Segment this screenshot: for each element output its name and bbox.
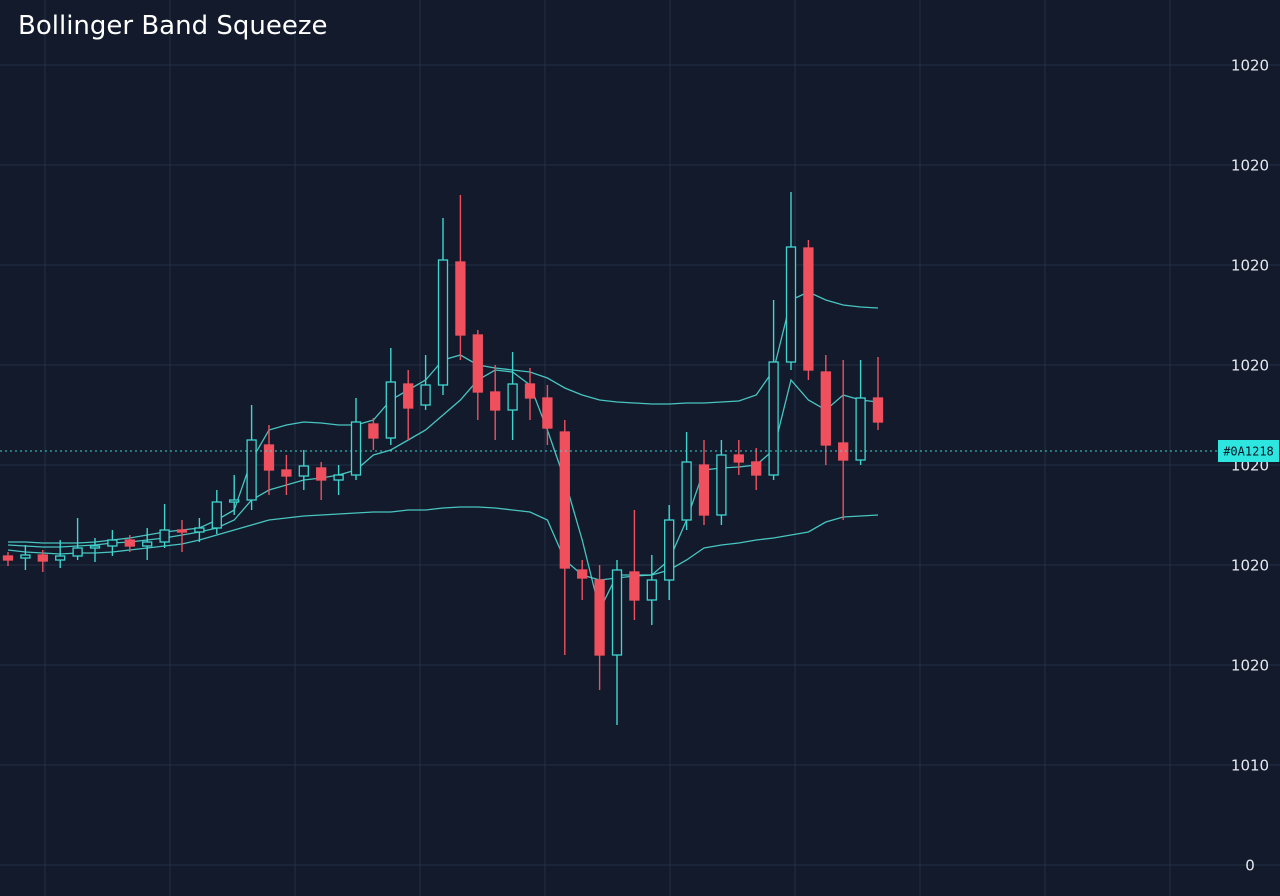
price-tag-box — [1218, 440, 1279, 462]
candle-body — [733, 454, 744, 463]
candle-body — [524, 383, 536, 399]
y-tick-label: 1010 — [1231, 757, 1269, 775]
candle-body — [820, 371, 831, 446]
candle-body — [107, 539, 118, 547]
candle-body — [229, 499, 240, 503]
chart-title: Bollinger Band Squeeze — [18, 11, 328, 41]
candle-body — [159, 529, 170, 543]
candle-body — [664, 519, 675, 581]
candle-body — [542, 397, 553, 429]
candles — [2, 192, 884, 725]
candle-body — [698, 464, 710, 516]
candle-body — [490, 391, 501, 411]
candle-body — [2, 555, 14, 561]
candle-body — [281, 469, 292, 477]
candle-body — [507, 383, 518, 411]
band-middle — [7, 369, 879, 612]
candle-body — [350, 421, 362, 476]
candle-body — [455, 261, 466, 336]
candle-body — [855, 397, 866, 461]
candle-body — [333, 474, 344, 481]
y-tick-label: 1020 — [1231, 557, 1269, 575]
candle-body — [629, 571, 640, 601]
candle-body — [298, 465, 309, 477]
candle-body — [263, 444, 275, 471]
y-tick-label: 1020 — [1231, 157, 1269, 175]
y-tick-label: 1020 — [1231, 57, 1269, 75]
candle-body — [785, 246, 797, 363]
candle-body — [716, 454, 727, 516]
candle-body — [37, 554, 48, 562]
y-tick-label: 0 — [1245, 857, 1255, 875]
candle-body — [420, 384, 431, 406]
candle-body — [577, 569, 588, 579]
candle-body — [368, 423, 379, 439]
candle-body — [768, 361, 779, 476]
candle-body — [803, 247, 814, 371]
candle-body — [246, 439, 257, 501]
candle-body — [124, 539, 135, 547]
candle-body — [611, 569, 623, 656]
candle-body — [681, 461, 692, 521]
price-tag-label: #0A1218 — [1223, 445, 1274, 459]
candle-body — [176, 529, 188, 533]
band-lower — [7, 506, 879, 581]
candle-body — [89, 545, 101, 549]
y-tick-label: 1020 — [1231, 357, 1269, 375]
candle-body — [72, 547, 83, 557]
candle-body — [646, 579, 657, 601]
candle-body — [194, 527, 205, 533]
candle-body — [594, 579, 605, 656]
candle-body — [403, 383, 414, 409]
candle-body — [55, 555, 66, 561]
y-tick-label: 1020 — [1231, 657, 1269, 675]
candle-body — [751, 461, 762, 476]
candle-body — [385, 381, 396, 439]
candle-body — [211, 501, 222, 529]
candle-body — [472, 334, 483, 393]
candle-body — [142, 541, 153, 547]
candle-body — [559, 431, 570, 569]
candle-body — [872, 397, 884, 423]
y-tick-label: 1020 — [1231, 257, 1269, 275]
candle-body — [838, 442, 849, 461]
candle-body — [316, 467, 327, 481]
candle-body — [20, 554, 31, 559]
candle-body — [437, 259, 449, 386]
